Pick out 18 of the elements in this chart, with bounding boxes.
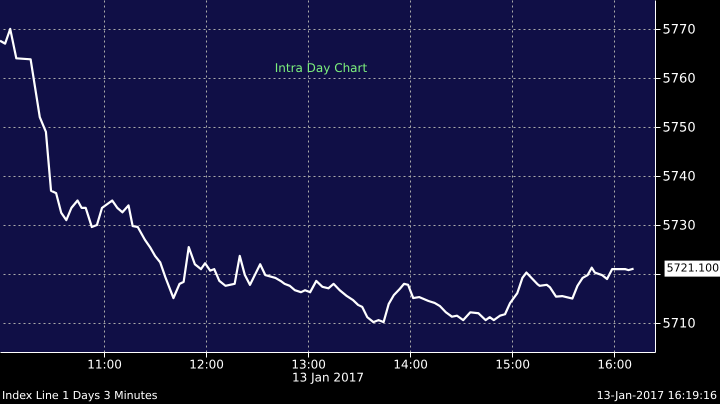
y-tick-label: 5730 [662, 218, 696, 234]
x-tick-label: 12:00 [189, 358, 224, 372]
x-tick-label: 14:00 [393, 358, 428, 372]
y-tick-label: 5770 [662, 22, 696, 38]
y-tick-label: 5710 [662, 316, 696, 332]
text: 13-Jan-2017 16:19:16 [596, 389, 717, 402]
y-tick-label: 5760 [662, 71, 696, 86]
x-axis-title: 13 Jan 2017 [292, 370, 364, 384]
x-tick-label: 11:00 [87, 358, 122, 372]
text: Index Line 1 Days 3 Minutes [2, 389, 158, 402]
text: Intra Day Chart [274, 61, 368, 75]
x-tick-label: 16:00 [597, 358, 632, 372]
y-tick-label: 5740 [662, 170, 696, 184]
x-tick-label: 15:00 [495, 358, 530, 372]
line-series [0, 28, 635, 324]
y-tick-label: 5750 [662, 120, 696, 136]
x-tick-label: 13:00 [291, 358, 326, 372]
annotation: 5721.100 [666, 262, 720, 275]
